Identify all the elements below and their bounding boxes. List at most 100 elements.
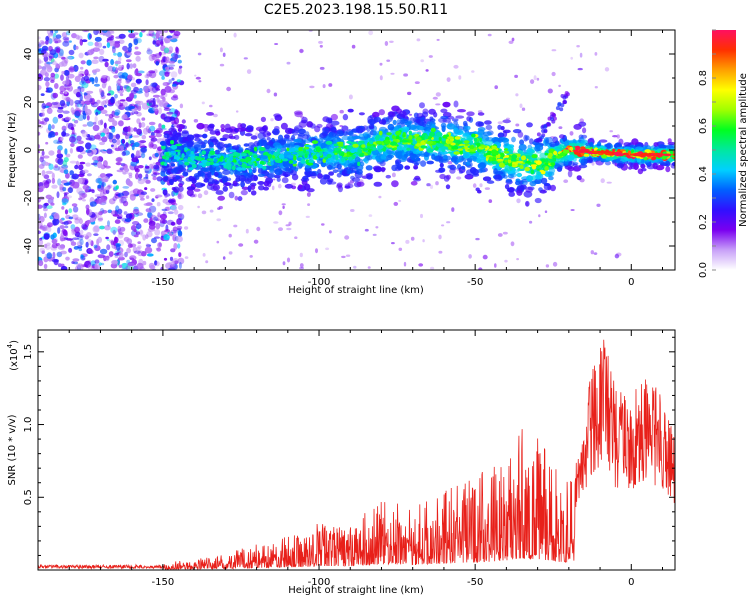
noise-cell: [147, 227, 156, 232]
signal-core-cell: [359, 153, 364, 157]
noise-cell: [89, 77, 95, 82]
noise-cell: [44, 202, 49, 207]
noise-cell: [48, 150, 55, 156]
noise-cell: [65, 153, 71, 158]
signal-core-cell: [286, 147, 290, 152]
noise-cell: [238, 243, 244, 247]
noise-cell: [591, 161, 595, 166]
noise-cell: [52, 92, 58, 99]
noise-cell: [97, 42, 103, 48]
noise-cell: [149, 125, 156, 132]
noise-cell: [82, 184, 90, 190]
noise-cell: [84, 260, 92, 268]
signal-cell: [330, 113, 338, 121]
signal-cell: [202, 133, 208, 138]
signal-cell: [231, 145, 240, 151]
noise-cell: [435, 103, 441, 106]
signal-cell: [366, 172, 373, 179]
noise-cell: [91, 69, 97, 74]
noise-cell: [299, 252, 303, 258]
signal-cell: [535, 144, 544, 151]
noise-cell: [76, 187, 83, 195]
noise-cell: [127, 74, 133, 80]
noise-cell: [43, 77, 51, 82]
signal-cell: [269, 166, 274, 173]
noise-cell: [155, 247, 161, 250]
signal-cell: [393, 151, 403, 157]
signal-cell: [466, 116, 472, 122]
noise-cell: [120, 196, 127, 204]
noise-cell: [106, 42, 111, 48]
noise-cell: [172, 226, 178, 232]
noise-cell: [278, 210, 283, 216]
signal-cell: [526, 122, 533, 128]
signal-cell: [209, 136, 217, 142]
noise-cell: [233, 32, 237, 38]
signal-core-cell: [201, 159, 208, 163]
signal-cell: [183, 171, 188, 176]
signal-cell: [200, 144, 206, 149]
noise-cell: [172, 258, 179, 265]
signal-cell: [502, 119, 512, 124]
noise-cell: [432, 96, 438, 100]
noise-cell: [116, 79, 122, 85]
noise-cell: [115, 133, 121, 140]
signal-core-cell: [601, 154, 607, 159]
signal-cell: [567, 154, 575, 162]
noise-cell: [56, 52, 64, 58]
signal-cell: [224, 123, 231, 131]
signal-core-cell: [170, 140, 175, 145]
signal-cell: [235, 177, 241, 182]
spectrogram-x-tick-label: -100: [308, 277, 331, 288]
signal-cell: [378, 109, 385, 116]
signal-cell: [380, 155, 386, 160]
noise-cell: [418, 263, 424, 267]
noise-cell: [119, 102, 124, 107]
noise-cell: [80, 86, 85, 93]
noise-cell: [54, 73, 59, 79]
noise-cell: [379, 62, 383, 66]
signal-core-cell: [270, 160, 274, 166]
signal-cell: [160, 166, 168, 173]
signal-core-cell: [164, 162, 168, 167]
noise-cell: [41, 112, 45, 117]
noise-cell: [93, 56, 99, 60]
noise-cell: [94, 76, 99, 84]
noise-cell: [87, 264, 93, 270]
signal-cell: [206, 112, 214, 116]
noise-cell: [299, 266, 304, 270]
signal-cell: [440, 158, 449, 163]
signal-cell: [373, 117, 378, 124]
signal-core-cell: [229, 149, 237, 153]
signal-cell: [462, 120, 468, 127]
noise-cell: [51, 184, 58, 189]
noise-cell: [122, 113, 128, 120]
noise-cell: [128, 175, 133, 179]
noise-cell: [48, 45, 53, 52]
signal-core-cell: [298, 147, 303, 152]
signal-core-cell: [412, 140, 417, 145]
signal-core-cell: [545, 158, 549, 163]
signal-core-cell: [253, 146, 258, 152]
noise-cell: [339, 125, 344, 127]
noise-cell: [98, 262, 102, 266]
noise-cell: [108, 198, 116, 205]
noise-cell: [273, 92, 278, 97]
signal-peak-cell: [615, 153, 623, 156]
noise-cell: [151, 55, 158, 61]
signal-core-cell: [491, 149, 498, 155]
noise-cell: [479, 183, 483, 188]
signal-core-cell: [248, 168, 253, 174]
noise-cell: [367, 266, 371, 269]
noise-cell: [80, 66, 84, 70]
noise-cell: [122, 131, 127, 136]
noise-cell: [184, 256, 189, 259]
signal-core-cell: [386, 132, 392, 136]
signal-cell: [171, 169, 178, 173]
noise-cell: [133, 86, 140, 93]
noise-cell: [98, 211, 103, 216]
noise-cell: [514, 74, 518, 78]
noise-cell: [150, 214, 157, 221]
noise-cell: [600, 178, 605, 184]
signal-cell: [328, 181, 337, 185]
